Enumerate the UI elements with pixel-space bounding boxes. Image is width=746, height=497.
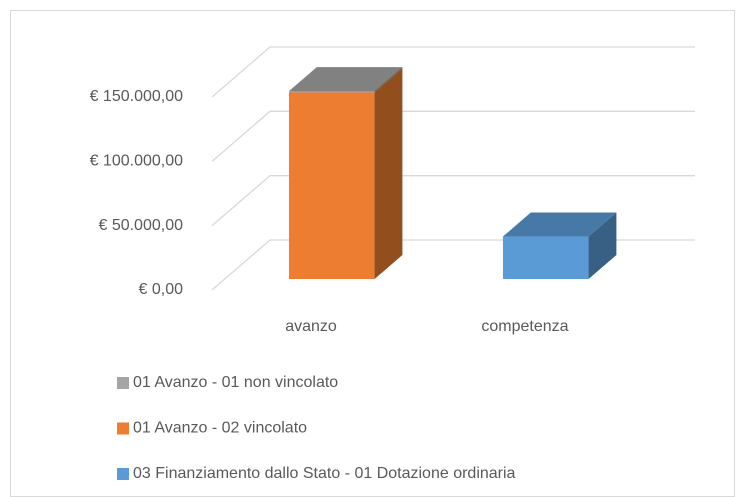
legend-label: 01 Avanzo - 02 vincolato	[133, 420, 307, 437]
x-tick-label: avanzo	[285, 318, 337, 335]
grid-line	[211, 110, 695, 162]
bar-segment	[288, 68, 403, 279]
bar-front	[502, 236, 589, 279]
bar-top	[502, 212, 617, 237]
grid-line	[211, 175, 695, 227]
bar-front	[288, 91, 375, 93]
bar-front	[288, 92, 375, 279]
legend-label: 01 Avanzo - 01 non vincolato	[133, 374, 338, 391]
y-tick-label: € 50.000,00	[98, 217, 183, 234]
y-tick-label: € 150.000,00	[90, 88, 184, 105]
legend-swatch	[117, 468, 129, 480]
legend-label: 03 Finanziamento dallo Stato - 01 Dotazi…	[133, 465, 516, 482]
x-tick-label: competenza	[481, 318, 568, 335]
grid-line	[211, 46, 695, 98]
bar-segment	[288, 67, 403, 93]
y-tick-label: € 100.000,00	[90, 153, 184, 170]
legend-swatch	[117, 377, 129, 389]
bar-side	[588, 212, 617, 279]
bar-side	[374, 68, 403, 279]
bar-top	[288, 67, 403, 92]
y-tick-label: € 0,00	[139, 281, 184, 298]
legend-swatch	[117, 422, 129, 435]
bar-side	[374, 67, 403, 93]
bar-segment	[502, 212, 617, 279]
